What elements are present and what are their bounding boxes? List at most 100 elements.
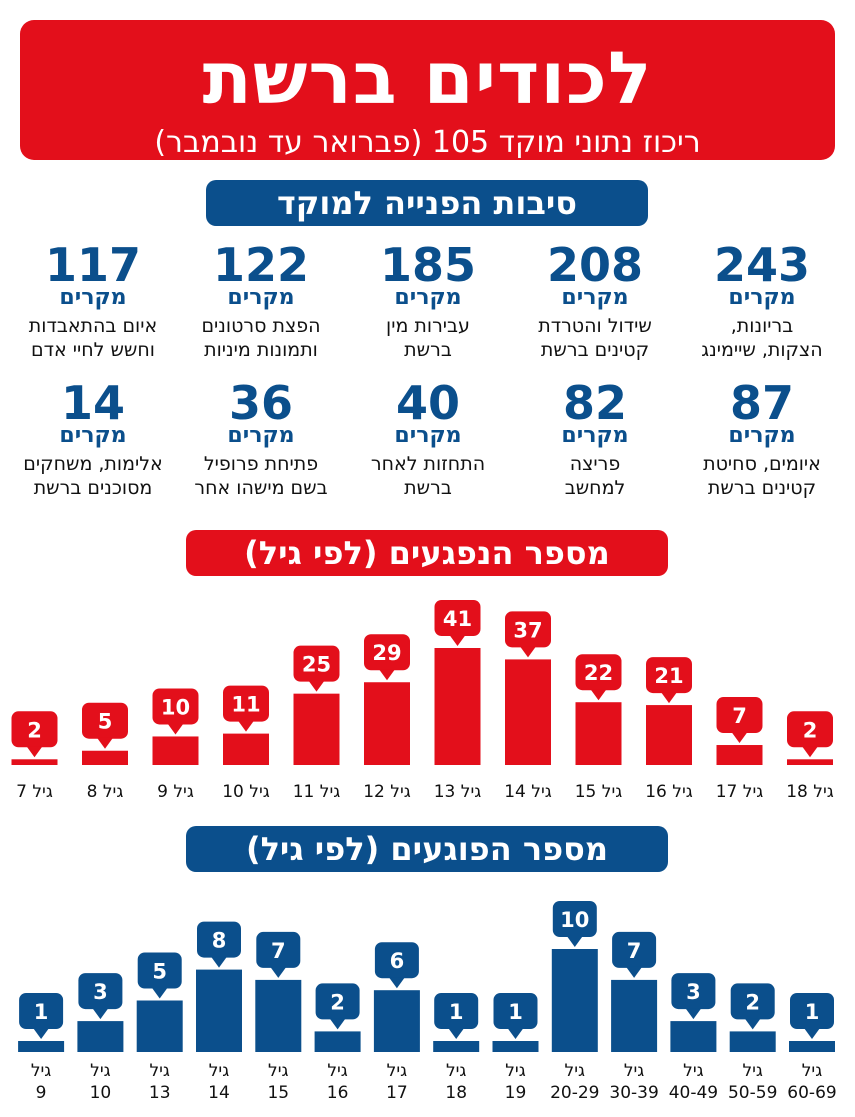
reason-description: איום בהתאבדות וחשש לחיי אדם (28, 315, 158, 361)
value-bubble-pointer (507, 1028, 524, 1039)
tick-label: גיל (268, 1061, 288, 1081)
data-label: 29 (372, 641, 401, 665)
value-bubble (646, 657, 692, 694)
tick-label: גיל 9 (157, 782, 194, 802)
bar (646, 705, 692, 765)
data-label: 7 (732, 704, 747, 728)
data-label: 2 (330, 990, 345, 1014)
reason-stat: 14 מקרים אלימות, משחקים מסוכנים ברשת (9, 378, 177, 500)
tick-label: גיל (565, 1061, 585, 1081)
tick-label-age: 18 (445, 1083, 467, 1103)
value-bubble-pointer (804, 1028, 820, 1039)
tick-label: גיל (446, 1061, 466, 1081)
reason-description: אלימות, משחקים מסוכנים ברשת (23, 453, 163, 499)
tick-label: גיל (149, 1061, 169, 1081)
offenders-chart: 1גיל60-692גיל50-593גיל40-497גיל30-3910גי… (18, 901, 837, 1103)
bar (364, 682, 410, 765)
data-label: 21 (654, 664, 683, 688)
bar (373, 990, 420, 1052)
value-bubble-pointer (238, 720, 254, 732)
reason-count: 40 (395, 376, 460, 430)
tick-label: גיל (31, 1061, 51, 1081)
reason-stat: 87 מקרים איומים, סחיטת קטינים ברשת (678, 378, 846, 500)
data-label: 5 (152, 960, 167, 984)
tick-label: גיל 18 (786, 782, 834, 802)
page-title: לכודים ברשת (202, 36, 653, 120)
value-bubble-pointer (661, 692, 677, 704)
value-bubble (374, 942, 419, 979)
tick-label: גיל 10 (222, 782, 270, 802)
value-bubble (575, 654, 622, 691)
bar (18, 1041, 65, 1052)
reason-count: 185 (379, 238, 477, 292)
bar (434, 648, 481, 765)
bar (11, 759, 58, 765)
reason-count: 36 (228, 376, 293, 430)
data-label: 10 (161, 695, 190, 719)
reason-count: 14 (60, 376, 125, 430)
tick-label: גיל (90, 1061, 110, 1081)
bar (551, 949, 598, 1052)
value-bubble (671, 973, 716, 1010)
tick-label: גיל 17 (716, 782, 764, 802)
tick-label-age: 20-29 (550, 1083, 599, 1103)
value-bubble (716, 697, 763, 734)
value-bubble-pointer (33, 1028, 50, 1039)
tick-label-age: 16 (327, 1083, 349, 1103)
reason-stat: 208 מקרים שידול והטרדת קטינים ברשת (511, 240, 679, 362)
data-label: 2 (745, 990, 760, 1014)
tick-label: גיל (209, 1061, 229, 1081)
bar (787, 759, 833, 765)
reason-description: הפצת סרטונים ותמונות מיניות (201, 315, 321, 361)
value-bubble-pointer (26, 746, 43, 758)
data-label: 3 (93, 980, 108, 1004)
reason-description: שידול והטרדת קטינים ברשת (538, 315, 652, 361)
value-bubble-pointer (566, 936, 583, 947)
reason-stat: 40 מקרים התחזות לאחר ברשת (344, 378, 512, 500)
tick-label-age: 10 (90, 1083, 112, 1103)
value-bubble-pointer (379, 669, 395, 681)
reason-count: 243 (713, 238, 811, 292)
reason-stat: 122 מקרים הפצת סרטונים ותמונות מיניות (177, 240, 345, 362)
tick-label: גיל 14 (504, 782, 552, 802)
reason-count: 82 (562, 376, 627, 430)
reason-description: איומים, סחיטת קטינים ברשת (703, 453, 821, 499)
value-bubble-pointer (388, 977, 405, 989)
tick-label-age: 15 (267, 1083, 289, 1103)
tick-label: גיל 7 (16, 782, 53, 802)
tick-label-age: 40-49 (669, 1083, 718, 1103)
value-bubble-pointer (308, 680, 325, 692)
value-bubble (612, 931, 657, 968)
tick-label: גיל (624, 1061, 644, 1081)
tick-label: גיל 8 (87, 782, 124, 802)
reason-unit: מקרים (394, 285, 462, 310)
reason-stat: 117 מקרים איום בהתאבדות וחשש לחיי אדם (9, 240, 177, 362)
reason-count: 87 (729, 376, 794, 430)
reason-unit: מקרים (227, 423, 295, 448)
reason-unit: מקרים (394, 423, 462, 448)
value-bubble-pointer (92, 1008, 109, 1020)
data-label: 2 (803, 718, 818, 742)
reasons-heading: סיבות הפנייה למוקד (206, 180, 648, 226)
value-bubble (730, 983, 775, 1020)
value-bubble (11, 711, 58, 748)
bar (611, 979, 658, 1052)
bar (152, 736, 199, 765)
tick-label: גיל (742, 1061, 762, 1081)
value-bubble (505, 611, 551, 648)
data-label: 2 (27, 718, 42, 742)
value-bubble (152, 688, 199, 725)
value-bubble-pointer (449, 635, 466, 646)
tick-label-age: 13 (149, 1083, 171, 1103)
reason-description: פתיחת פרופיל בשם מישהו אחר (194, 453, 328, 499)
data-label: 3 (686, 980, 701, 1004)
value-bubble (493, 993, 538, 1029)
value-bubble-pointer (626, 966, 643, 978)
value-bubble (315, 983, 360, 1020)
reason-stat: 36 מקרים פתיחת פרופיל בשם מישהו אחר (177, 378, 345, 500)
tick-label-age: 50-59 (728, 1083, 777, 1103)
reason-unit: מקרים (59, 423, 127, 448)
bar (433, 1041, 480, 1052)
data-label: 8 (212, 929, 227, 953)
data-label: 1 (508, 1000, 523, 1024)
